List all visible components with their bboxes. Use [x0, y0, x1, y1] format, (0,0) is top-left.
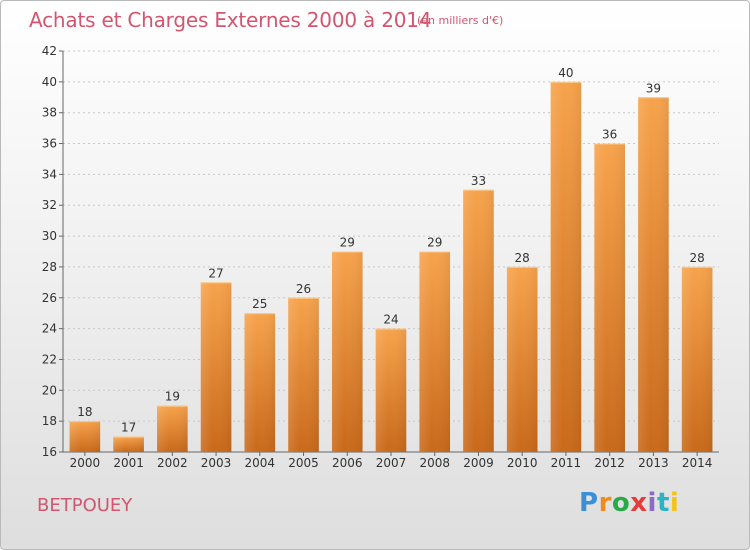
- bar-shine: [463, 189, 494, 453]
- bar-value-label: 39: [646, 81, 661, 95]
- bar-value-label: 19: [165, 390, 180, 404]
- bar-shine: [288, 297, 319, 452]
- bar-value-label: 28: [515, 251, 530, 265]
- x-tick-label: 2006: [332, 456, 363, 470]
- bar-shine: [157, 405, 188, 452]
- x-tick-label: 2012: [594, 456, 625, 470]
- logo-letter: r: [598, 488, 612, 518]
- logo-letter: i: [669, 488, 680, 518]
- place-name: BETPOUEY: [37, 495, 133, 516]
- y-tick-label: 30: [42, 229, 57, 243]
- y-tick-label: 16: [42, 445, 57, 459]
- bar-shine: [638, 97, 669, 453]
- bars: [69, 81, 713, 453]
- logo-letter: t: [656, 488, 670, 518]
- logo-letter: P: [579, 488, 599, 518]
- x-tick-label: 2000: [70, 456, 101, 470]
- bar-shine: [331, 251, 363, 452]
- y-tick-label: 38: [42, 106, 57, 120]
- bar-value-label: 29: [427, 236, 442, 250]
- bar-shine: [244, 313, 276, 452]
- bar-value-label: 36: [602, 128, 617, 142]
- y-tick-label: 20: [42, 383, 57, 397]
- bar-shine: [681, 266, 713, 452]
- bar-value-label: 29: [340, 236, 355, 250]
- x-tick-label: 2005: [288, 456, 319, 470]
- chart-subtitle: (en milliers d'€): [417, 14, 504, 27]
- y-tick-label: 42: [42, 44, 57, 58]
- x-tick-label: 2008: [419, 456, 450, 470]
- y-tick-label: 18: [42, 414, 57, 428]
- bar-value-label: 17: [121, 421, 136, 435]
- bar-value-label: 24: [383, 313, 398, 327]
- labels: 16 18 20 22 24 26 28 30 32 34 36 38 40 42 18 2000 17 2001…: [42, 44, 713, 470]
- x-tick-label: 2010: [507, 456, 538, 470]
- logo-letter: i: [647, 488, 657, 518]
- bar-shine: [113, 436, 144, 452]
- logo-letter: o: [611, 488, 631, 518]
- logo-letter: x: [630, 488, 648, 518]
- chart-title: Achats et Charges Externes 2000 à 2014: [29, 8, 432, 32]
- x-tick-label: 2013: [638, 456, 669, 470]
- y-tick-label: 26: [42, 291, 57, 305]
- bar-shine: [200, 282, 232, 452]
- proxiti-logo[interactable]: Proxiti: [579, 488, 679, 518]
- x-tick-label: 2004: [245, 456, 276, 470]
- bar-value-label: 33: [471, 174, 486, 188]
- x-tick-label: 2001: [113, 456, 144, 470]
- x-tick-label: 2007: [376, 456, 407, 470]
- bar-shine: [506, 266, 538, 452]
- bar-value-label: 18: [77, 405, 92, 419]
- y-tick-label: 28: [42, 260, 57, 274]
- bar-value-label: 25: [252, 297, 267, 311]
- bar-value-label: 26: [296, 282, 311, 296]
- bar-value-label: 27: [208, 266, 223, 280]
- y-tick-label: 24: [42, 322, 57, 336]
- bar-value-label: 40: [558, 66, 573, 80]
- bar-shine: [375, 328, 407, 452]
- x-tick-label: 2002: [157, 456, 188, 470]
- bar-shine: [69, 421, 101, 452]
- x-tick-label: 2009: [463, 456, 494, 470]
- x-tick-label: 2011: [551, 456, 582, 470]
- x-tick-label: 2014: [682, 456, 713, 470]
- y-tick-label: 40: [42, 75, 57, 89]
- bar-shine: [594, 143, 625, 453]
- y-tick-label: 32: [42, 198, 57, 212]
- y-tick-label: 36: [42, 137, 57, 151]
- bar-shine: [550, 81, 582, 452]
- x-tick-label: 2003: [201, 456, 232, 470]
- bar-value-label: 28: [689, 251, 704, 265]
- y-tick-label: 22: [42, 352, 57, 366]
- bar-shine: [419, 251, 451, 452]
- y-tick-label: 34: [42, 167, 57, 181]
